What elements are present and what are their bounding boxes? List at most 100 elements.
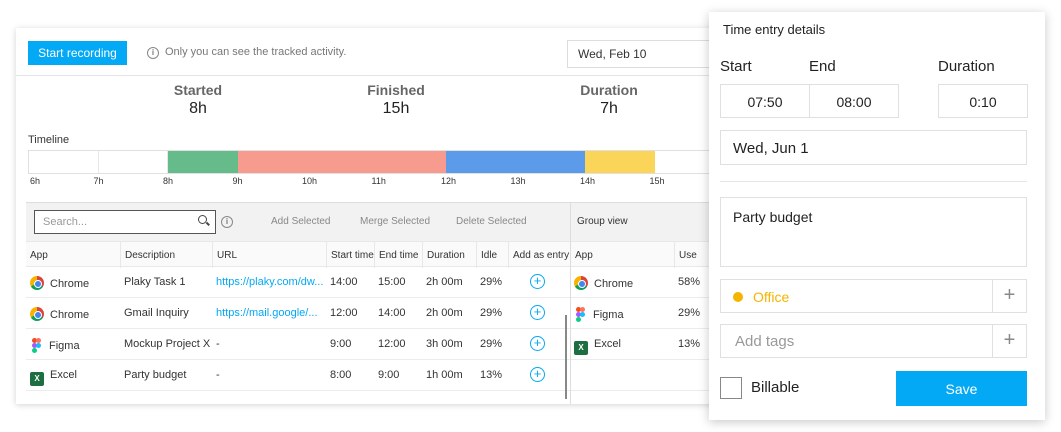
tags-input[interactable]: Add tags + [720,324,1027,358]
group-app-name: Excel [594,338,621,350]
tags-placeholder: Add tags [735,333,795,350]
timeline-label: Timeline [28,134,70,146]
search-icon[interactable] [198,215,207,224]
add-entry-plus-icon[interactable]: + [530,305,545,320]
column-header[interactable]: Start time [326,242,374,268]
add-entry-plus-icon[interactable]: + [530,336,545,351]
url-cell[interactable]: https://plaky.com/dw... [212,267,326,298]
app-cell: X Excel [26,360,120,391]
start-time-input[interactable]: 07:50 [720,84,810,118]
start-time-cell-text: 8:00 [330,369,352,381]
timeline-tick: 12h [441,176,457,186]
description-cell: Mockup Project X [120,329,212,360]
end-time-input[interactable]: 08:00 [809,84,899,118]
add-entry-cell: + [508,329,570,360]
url-cell[interactable]: https://mail.google/... [212,298,326,329]
column-header[interactable]: End time [374,242,422,268]
idle-cell-text: 13% [480,369,503,381]
column-header[interactable]: Use [674,242,716,268]
timeline-segment[interactable] [168,151,238,173]
group-app-cell: Figma [570,298,674,329]
table-row[interactable]: X Excel Party budget - 8:00 9:00 1h 00m 13% + [26,360,716,391]
idle-cell: 29% [476,267,508,298]
description-cell-text: Gmail Inquiry [124,307,189,319]
column-header[interactable]: Duration [422,242,476,268]
app-name: Chrome [50,278,90,290]
start-time-cell: 14:00 [326,267,374,298]
timeline-tick: 11h [371,176,386,186]
group-use-cell-text: 29% [678,307,701,319]
stat-value: 7h [600,100,618,117]
url-cell: - [212,329,326,360]
timeline-bar [28,150,716,174]
duration-cell: 2h 00m [422,298,476,329]
timeline-hour-cell [99,151,168,173]
table-scrollbar[interactable] [565,315,567,399]
url-cell-text[interactable]: https://mail.google/... [216,307,318,319]
description-input[interactable]: Party budget [720,197,1027,267]
add-entry-cell: + [508,298,570,329]
column-header[interactable]: App [30,250,48,261]
search-input[interactable]: Search... [34,210,216,234]
description-cell-text: Mockup Project X [124,338,211,350]
table-row[interactable]: Chrome Plaky Task 1 https://plaky.com/dw..… [26,267,716,298]
timeline-segment[interactable] [237,151,446,173]
url-cell-text: - [216,369,220,381]
end-time-cell: 12:00 [374,329,422,360]
add-selected-button[interactable]: Add Selected [271,216,331,227]
add-entry-plus-icon[interactable]: + [530,274,545,289]
app-name: Chrome [50,309,90,321]
idle-cell: 13% [476,360,508,391]
timeline-tick: 7h [93,176,104,186]
column-header[interactable]: URL [212,242,326,268]
description-cell: Gmail Inquiry [120,298,212,329]
start-time-cell: 12:00 [326,298,374,329]
group-app-name: Figma [593,309,624,321]
column-header[interactable]: App [570,242,674,268]
idle-cell-text: 29% [480,307,503,319]
date-picker[interactable]: Wed, Feb 10 [567,40,716,68]
duration-input[interactable]: 0:10 [938,84,1028,118]
table-row[interactable]: Figma Mockup Project X - 9:00 12:00 3h 00m 29%… [26,329,716,360]
add-project-button[interactable]: + [992,280,1026,312]
column-header[interactable]: Description [120,242,212,268]
start-label: Start [720,58,752,75]
duration-cell-text: 2h 00m [426,307,463,319]
privacy-note: Only you can see the tracked activity. [165,46,347,58]
add-entry-plus-icon[interactable]: + [530,367,545,382]
billable-checkbox[interactable] [720,377,742,399]
stat-label: Started [173,82,223,98]
column-header[interactable]: Idle [476,242,508,268]
app-name: Excel [50,369,77,381]
timeline-segment[interactable] [585,151,655,173]
group-view-header[interactable]: Group view [570,203,716,241]
end-label: End [809,58,836,75]
add-entry-cell: + [508,360,570,391]
timeline-tick: 10h [302,176,318,186]
column-header[interactable]: Add as entry [508,242,570,268]
add-entry-cell: + [508,267,570,298]
date-input[interactable]: Wed, Jun 1 [720,130,1027,165]
idle-cell-text: 29% [480,338,503,350]
duration-cell: 3h 00m [422,329,476,360]
chrome-icon [30,307,44,321]
start-recording-button[interactable]: Start recording [28,41,127,65]
project-color-dot [733,292,743,302]
timeline-segment[interactable] [446,151,585,173]
idle-cell: 29% [476,329,508,360]
url-cell-text: - [216,338,220,350]
table-row[interactable]: Chrome Gmail Inquiry https://mail.google/.… [26,298,716,329]
figma-icon [32,338,41,353]
divider [720,181,1027,182]
duration-label: Duration [938,58,995,75]
url-cell-text[interactable]: https://plaky.com/dw... [216,276,324,288]
panel-title: Time entry details [723,22,826,37]
add-tag-button[interactable]: + [992,325,1026,357]
timeline-tick: 14h [580,176,596,186]
project-select[interactable]: Office + [720,279,1027,313]
description-cell-text: Plaky Task 1 [124,276,186,288]
duration-cell: 2h 00m [422,267,476,298]
merge-selected-button[interactable]: Merge Selected [360,216,431,227]
save-button[interactable]: Save [896,371,1027,406]
delete-selected-button[interactable]: Delete Selected [456,216,527,227]
